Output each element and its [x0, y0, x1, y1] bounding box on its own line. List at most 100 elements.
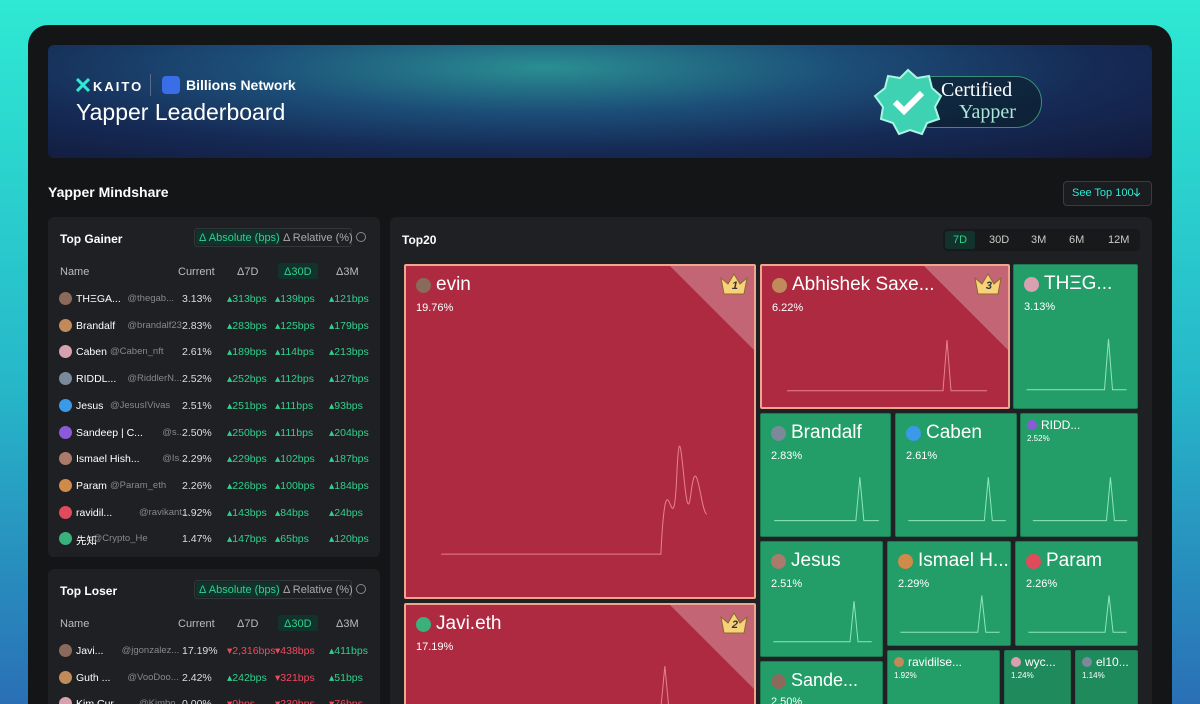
toggle-bg	[194, 580, 352, 599]
delta: ▴112bps	[275, 373, 314, 386]
tile-value: 2.50%	[771, 696, 803, 704]
delta: ▾2,316bps	[227, 645, 276, 657]
delta: ▾0bps	[227, 698, 255, 704]
handle: @jgonzalez...	[121, 645, 180, 656]
column-header[interactable]: Δ30D	[284, 266, 312, 278]
column-header[interactable]: Δ30D	[284, 618, 312, 630]
period[interactable]: 12M	[1108, 234, 1130, 246]
tile[interactable]: Abhishek Saxe... 6.22% 3	[760, 264, 1010, 409]
handle: @Kimbo...	[139, 698, 184, 704]
handle: @thegab...	[127, 293, 175, 304]
avatar	[59, 318, 72, 332]
delta: ▴120bps	[329, 533, 369, 546]
name[interactable]: Brandalf	[76, 319, 116, 332]
name[interactable]: THΞGA...	[76, 293, 121, 305]
tile-name: Abhishek Saxe...	[792, 274, 935, 295]
rank-corner	[670, 266, 754, 350]
toggle[interactable]: Δ Absolute (bps)	[199, 232, 280, 244]
tile-name: Param	[1046, 550, 1102, 571]
delta: ▴252bps	[227, 373, 267, 386]
handle: @Crypto_He	[92, 533, 148, 545]
column-header[interactable]: Δ3M	[336, 266, 359, 278]
handle: @brandalf23	[127, 319, 182, 331]
info-icon	[356, 584, 366, 594]
toggle-active[interactable]	[196, 230, 280, 245]
toggle[interactable]: Δ Absolute (bps)	[199, 584, 280, 596]
tile[interactable]: Caben 2.61%	[895, 413, 1017, 537]
tile[interactable]: evin 19.76% 1	[404, 264, 756, 599]
tile[interactable]: Jesus 2.51%	[760, 541, 883, 657]
handle: @Param_eth	[110, 479, 167, 491]
name[interactable]: Ismael Hish...	[76, 453, 140, 466]
period[interactable]: 7D	[953, 234, 968, 246]
period[interactable]: 6M	[1069, 234, 1085, 246]
partner: Billions Network	[186, 77, 296, 93]
rank: 2	[731, 619, 738, 631]
avatar	[59, 425, 72, 439]
delta: ▾321bps	[275, 671, 315, 684]
sparkline	[1032, 477, 1128, 522]
name[interactable]: Param	[76, 479, 107, 492]
tile-value: 19.76%	[416, 302, 454, 314]
sparkline	[787, 339, 987, 392]
tile[interactable]: Javi.eth 17.19% 2	[404, 603, 756, 704]
tile[interactable]: RIDD... 2.52%	[1020, 413, 1138, 537]
toggle[interactable]: Δ Relative (%)	[283, 584, 353, 596]
handle: @RiddlerN...	[127, 373, 182, 385]
name[interactable]: Sandeep | C...	[76, 426, 143, 439]
tile[interactable]: el10... 1.14%	[1075, 650, 1138, 704]
toggle-active[interactable]	[196, 582, 280, 597]
tile-name: Javi.eth	[436, 613, 502, 634]
name[interactable]: 先知	[76, 535, 97, 548]
delta: ▾438bps	[275, 645, 315, 657]
name[interactable]: RIDDL...	[76, 373, 117, 386]
tile-value: 2.51%	[771, 578, 803, 590]
current: 2.50%	[182, 426, 212, 439]
tile[interactable]: Param 2.26%	[1015, 541, 1138, 646]
crown	[974, 273, 1002, 295]
period-active[interactable]	[945, 231, 975, 249]
tile-value: 2.29%	[898, 578, 930, 590]
column-header[interactable]: Current	[178, 618, 215, 630]
toggle[interactable]: Δ Relative (%)	[283, 232, 353, 244]
tile[interactable]: Sande... 2.50%	[760, 661, 883, 704]
sparkline	[774, 477, 879, 522]
delta: ▴187bps	[329, 453, 369, 466]
tile[interactable]: THΞG... 3.13%	[1013, 264, 1138, 409]
tile-name: Jesus	[791, 550, 841, 571]
sparkline	[660, 666, 669, 704]
column-active[interactable]	[278, 615, 318, 631]
delta: ▴250bps	[227, 426, 267, 439]
delta: ▴143bps	[227, 506, 267, 519]
tile[interactable]: Brandalf 2.83%	[760, 413, 891, 537]
name[interactable]: Caben	[76, 346, 107, 359]
tile[interactable]: ravidilse... 1.92%	[887, 650, 1000, 704]
column-header[interactable]: Δ3M	[336, 618, 359, 630]
column-active[interactable]	[278, 263, 318, 279]
tile[interactable]: Ismael H... 2.29%	[887, 541, 1011, 646]
see-top-label[interactable]: See Top 100	[1072, 187, 1134, 199]
name[interactable]: Jesus	[76, 399, 104, 412]
column-header[interactable]: Δ7D	[237, 266, 259, 278]
name[interactable]: Javi...	[76, 645, 104, 657]
delta: ▴111bps	[275, 426, 314, 439]
period[interactable]: 3M	[1031, 234, 1047, 246]
period[interactable]: 30D	[989, 234, 1010, 246]
column-header[interactable]: Current	[178, 266, 215, 278]
current: 2.52%	[182, 373, 212, 386]
sparkline-path	[1032, 477, 1128, 522]
avatar	[416, 278, 431, 293]
name[interactable]: Guth ...	[76, 671, 111, 684]
name[interactable]: ravidil...	[76, 506, 113, 519]
brand: KAITO	[93, 79, 144, 94]
delta: ▴242bps	[227, 671, 267, 684]
panel-title: Top20	[402, 233, 437, 247]
tile-value: 1.24%	[1011, 671, 1034, 680]
avatar	[59, 670, 72, 684]
section-title: Yapper Mindshare	[48, 184, 169, 200]
column-header[interactable]: Δ7D	[237, 618, 259, 630]
tile[interactable]: wyc... 1.24%	[1004, 650, 1071, 704]
name[interactable]: Kim Cur...	[76, 698, 122, 704]
avatar	[1027, 420, 1037, 430]
